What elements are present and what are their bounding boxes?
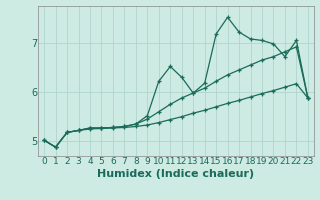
X-axis label: Humidex (Indice chaleur): Humidex (Indice chaleur)	[97, 169, 255, 179]
